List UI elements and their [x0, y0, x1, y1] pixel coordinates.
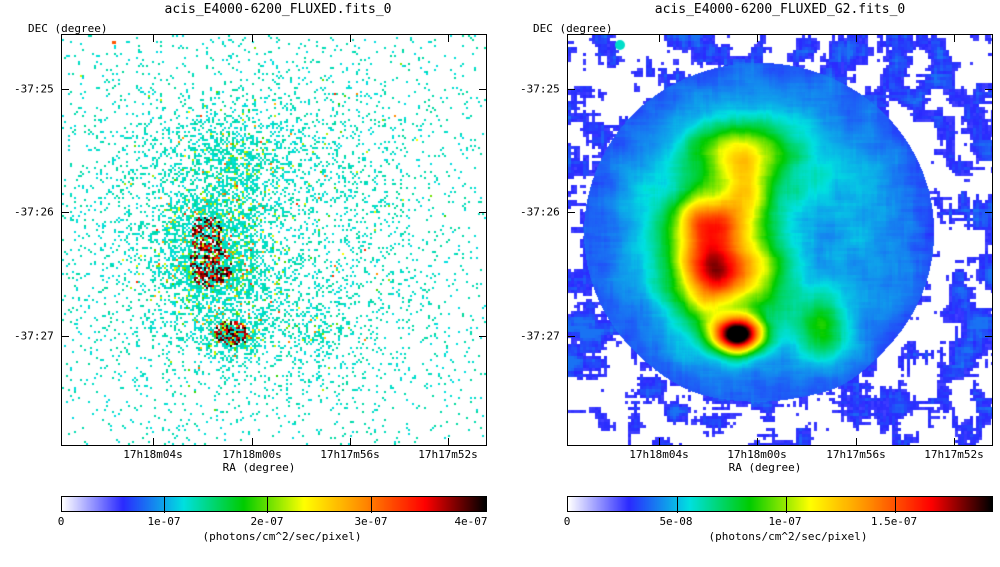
y-tick-label: -37:27 — [14, 329, 54, 343]
x-tick — [153, 438, 154, 446]
x-tick — [252, 438, 253, 446]
panel-title-left: acis_E4000-6200_FLUXED.fits_0 — [164, 2, 392, 17]
y-tick — [479, 336, 487, 337]
colorbar-right — [567, 496, 993, 513]
x-tick-label: 17h18m00s — [222, 448, 282, 461]
x-tick — [856, 34, 857, 42]
y-tick-label: -37:26 — [520, 205, 560, 219]
colorbar-tick — [786, 497, 787, 513]
image-frame-right[interactable] — [567, 34, 993, 446]
x-tick-label: 17h17m56s — [320, 448, 380, 461]
x-tick — [954, 438, 955, 446]
y-tick-label: -37:27 — [520, 329, 560, 343]
ra-axis-label-right: RA (degree) — [728, 461, 802, 474]
x-tick-label: 17h18m04s — [629, 448, 689, 461]
heatmap-image-right — [568, 35, 992, 445]
y-tick — [479, 212, 487, 213]
x-tick — [954, 34, 955, 42]
dec-axis-label-right: DEC (degree) — [533, 22, 613, 35]
image-frame-left[interactable] — [61, 34, 487, 446]
y-tick — [567, 89, 575, 90]
y-tick-label: -37:26 — [14, 205, 54, 219]
x-tick — [350, 438, 351, 446]
colorbar-tick — [895, 497, 896, 513]
heatmap-image-left — [62, 35, 486, 445]
colorbar-tick — [677, 497, 678, 513]
colorbar-tick-label: 1e-07 — [147, 515, 181, 528]
x-tick — [757, 438, 758, 446]
y-tick — [985, 89, 993, 90]
x-tick — [448, 34, 449, 42]
colorbar-tick-label: 0 — [563, 515, 571, 528]
colorbar-tick — [164, 497, 165, 513]
y-tick — [61, 336, 69, 337]
x-tick — [757, 34, 758, 42]
colorbar-tick-label: 1.5e-07 — [870, 515, 918, 528]
colorbar-gradient-right — [568, 497, 992, 511]
y-tick — [567, 336, 575, 337]
x-tick-label: 17h17m56s — [826, 448, 886, 461]
x-tick — [659, 438, 660, 446]
dec-axis-label-left: DEC (degree) — [28, 22, 108, 35]
colorbar-gradient-left — [62, 497, 486, 511]
colorbar-tick-label: 4e-07 — [454, 515, 488, 528]
colorbar-tick — [371, 497, 372, 513]
y-tick-label: -37:25 — [14, 82, 54, 96]
x-tick-label: 17h17m52s — [924, 448, 984, 461]
x-tick — [350, 34, 351, 42]
ra-axis-label-left: RA (degree) — [222, 461, 296, 474]
x-tick-label: 17h18m04s — [123, 448, 183, 461]
x-tick — [856, 438, 857, 446]
colorbar-tick-label: 1e-07 — [768, 515, 802, 528]
panel-title-right: acis_E4000-6200_FLUXED_G2.fits_0 — [654, 2, 906, 17]
y-tick — [479, 89, 487, 90]
y-tick — [61, 212, 69, 213]
x-tick — [659, 34, 660, 42]
colorbar-tick-label: 5e-08 — [659, 515, 693, 528]
colorbar-left — [61, 496, 487, 513]
y-tick — [985, 212, 993, 213]
colorbar-tick-label: 0 — [57, 515, 65, 528]
colorbar-unit-left: (photons/cm^2/sec/pixel) — [202, 530, 362, 543]
x-tick-label: 17h17m52s — [418, 448, 478, 461]
y-tick — [61, 89, 69, 90]
y-tick — [567, 212, 575, 213]
colorbar-tick-label: 3e-07 — [354, 515, 388, 528]
colorbar-unit-right: (photons/cm^2/sec/pixel) — [708, 530, 868, 543]
colorbar-tick-label: 2e-07 — [250, 515, 284, 528]
y-tick — [985, 336, 993, 337]
x-tick — [252, 34, 253, 42]
colorbar-tick — [267, 497, 268, 513]
x-tick-label: 17h18m00s — [727, 448, 787, 461]
x-tick — [448, 438, 449, 446]
x-tick — [153, 34, 154, 42]
y-tick-label: -37:25 — [520, 82, 560, 96]
